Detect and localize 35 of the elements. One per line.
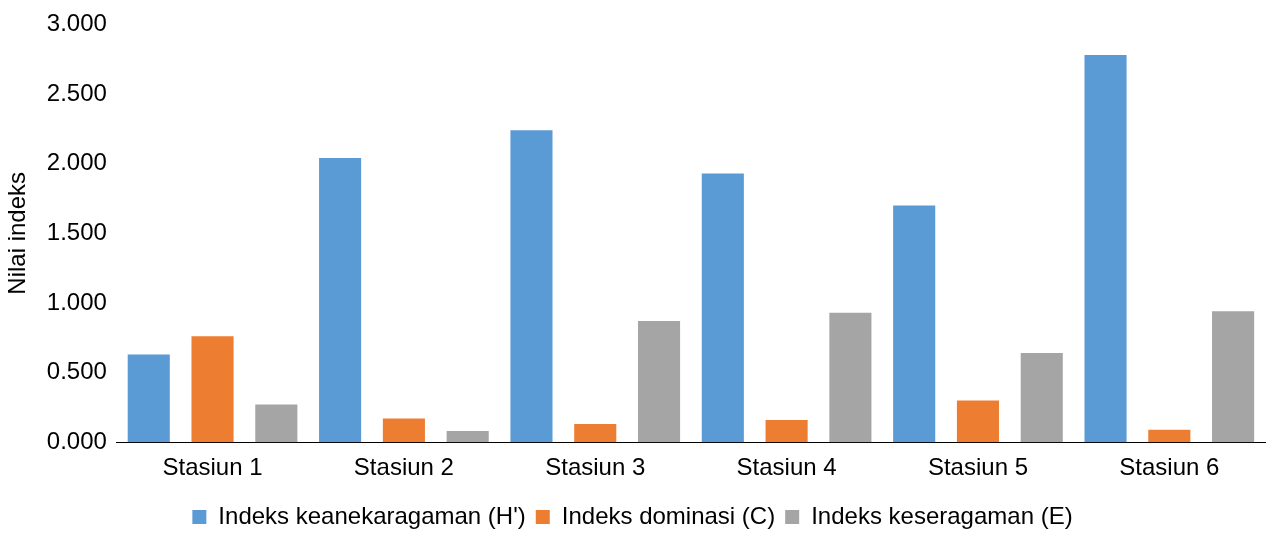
y-tick-label: 0.500 [46, 357, 107, 385]
y-tick-label: 2.000 [46, 148, 107, 176]
bar [574, 424, 617, 443]
x-tick-label: Stasiun 5 [927, 453, 1028, 481]
y-tick-label: 1.000 [46, 287, 107, 315]
legend-label: Indeks keseragaman (E) [811, 501, 1073, 529]
bar [446, 431, 489, 443]
x-tick-label: Stasiun 4 [736, 453, 837, 481]
bar [127, 354, 170, 443]
y-tick-label: 2.500 [46, 78, 107, 106]
bar [1084, 55, 1127, 443]
y-tick-label: 0.000 [46, 426, 107, 454]
bar [1148, 429, 1191, 443]
bar [510, 130, 553, 443]
y-tick-label: 1.500 [46, 217, 107, 245]
x-tick-label: Stasiun 6 [1119, 453, 1220, 481]
y-axis-title: Nilai indeks [3, 171, 31, 295]
bar [637, 321, 681, 443]
x-tick-label: Stasiun 2 [353, 453, 454, 481]
bar [765, 419, 808, 443]
bar [893, 205, 936, 443]
legend-label: Indeks dominasi (C) [561, 501, 776, 529]
y-tick-label: 3.000 [46, 9, 107, 37]
bar [319, 158, 362, 443]
bar [255, 404, 298, 443]
bar [829, 312, 872, 443]
bar [1020, 353, 1063, 443]
x-tick-label: Stasiun 3 [545, 453, 646, 481]
bar [956, 400, 1000, 443]
x-tick-label: Stasiun 1 [162, 453, 263, 481]
bar [382, 418, 425, 443]
bar [191, 336, 234, 443]
bar [701, 173, 744, 443]
bar [1212, 311, 1255, 443]
legend-label: Indeks keanekaragaman (H') [218, 501, 526, 529]
